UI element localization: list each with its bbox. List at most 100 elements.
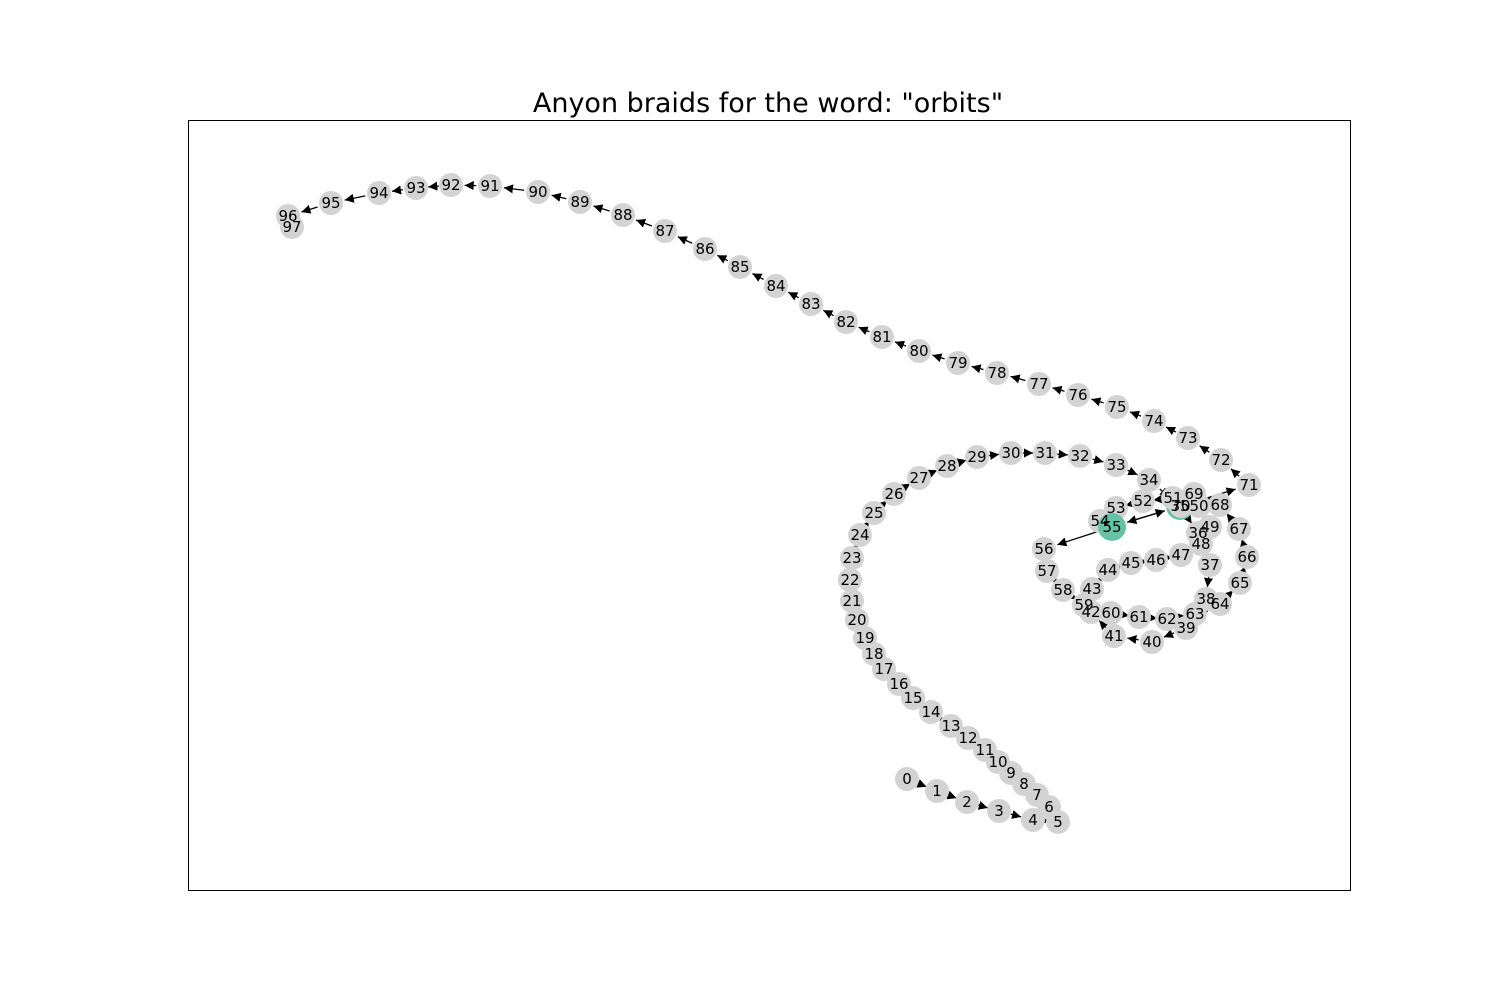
edge-31-32: [1057, 449, 1068, 459]
node-label-46: 46: [1146, 551, 1165, 569]
node-label-43: 43: [1082, 580, 1101, 598]
node-25: [862, 501, 886, 525]
node-label-69: 69: [1184, 485, 1203, 503]
node-22: [838, 568, 862, 592]
node-60: [1099, 601, 1123, 625]
edge-72-73: [1199, 445, 1210, 455]
node-label-72: 72: [1211, 451, 1230, 469]
node-label-86: 86: [695, 240, 714, 258]
edge-86-87: [677, 236, 693, 245]
node-label-63: 63: [1185, 605, 1204, 623]
edge-1-2: [946, 790, 957, 800]
node-label-48: 48: [1191, 535, 1210, 553]
edge-75-76: [1091, 397, 1104, 407]
node-label-55: 55: [1102, 518, 1121, 536]
node-label-13: 13: [941, 717, 960, 735]
node-30: [999, 441, 1023, 465]
node-label-9: 9: [1006, 764, 1016, 782]
node-label-30: 30: [1001, 444, 1020, 462]
node-97: [280, 215, 304, 239]
node-label-56: 56: [1034, 540, 1053, 558]
node-66: [1235, 545, 1259, 569]
edge-39-40: [1163, 629, 1175, 638]
node-label-70: 70: [1171, 497, 1190, 515]
node-label-35: 35: [1170, 497, 1189, 515]
node-21: [840, 589, 864, 613]
node-label-61: 61: [1129, 608, 1148, 626]
node-63: [1183, 602, 1207, 626]
node-label-47: 47: [1171, 546, 1190, 564]
edge-82-83: [822, 309, 835, 319]
edge-33-34: [1127, 466, 1138, 476]
node-label-34: 34: [1139, 471, 1158, 489]
node-11: [973, 738, 997, 762]
node-label-18: 18: [864, 645, 883, 663]
edge-3-4: [1010, 810, 1022, 819]
node-label-96: 96: [278, 207, 297, 225]
node-label-92: 92: [441, 176, 460, 194]
edge-2-3: [977, 801, 988, 810]
node-layer: 012 3 4 56789101112131415161718192021222324…: [276, 173, 1261, 834]
edge-88-89: [593, 204, 610, 214]
edge-81-82: [858, 326, 870, 335]
node-80: [907, 339, 931, 363]
node-95: [319, 191, 343, 215]
node-label-19: 19: [855, 629, 874, 647]
node-label-75: 75: [1107, 398, 1126, 416]
node-label-95: 95: [321, 194, 340, 212]
figure-title: Anyon braids for the word: "orbits": [533, 88, 1003, 119]
node-label-16: 16: [889, 675, 908, 693]
node-19: [853, 626, 877, 650]
edge-89-90: [551, 192, 567, 202]
node-label-83: 83: [801, 295, 820, 313]
edge-74-75: [1129, 410, 1142, 420]
node-label-26: 26: [884, 485, 903, 503]
node-label-12: 12: [958, 729, 977, 747]
node-label-31: 31: [1035, 444, 1054, 462]
edge-73-74: [1165, 426, 1177, 436]
node-72: [1209, 448, 1233, 472]
node-33: [1104, 453, 1128, 477]
node-label-62: 62: [1157, 610, 1176, 628]
node-label-94: 94: [369, 184, 388, 202]
node-label-20: 20: [847, 611, 866, 629]
node-73: [1176, 426, 1200, 450]
node-20: [845, 608, 869, 632]
node-label-29: 29: [967, 448, 986, 466]
node-label-44: 44: [1098, 561, 1117, 579]
node-85: [728, 255, 752, 279]
node-62: [1155, 607, 1179, 631]
node-49: [1198, 515, 1222, 539]
edge-95-96: [301, 204, 318, 214]
edge-41-42: [1098, 619, 1109, 631]
edge-37-38: [1203, 576, 1213, 588]
edge-83-84: [787, 291, 800, 301]
node-label-65: 65: [1230, 574, 1249, 592]
node-label-84: 84: [766, 277, 785, 295]
edge-79-80: [932, 353, 945, 363]
node-label-93: 93: [406, 179, 425, 197]
node-37: [1198, 553, 1222, 577]
node-label-64: 64: [1210, 595, 1229, 613]
node-83: [799, 292, 823, 316]
node-label-79: 79: [948, 354, 967, 372]
node-1: [925, 779, 949, 803]
edge-28-29: [956, 458, 967, 468]
node-84: [764, 274, 788, 298]
node-label-45: 45: [1121, 554, 1140, 572]
edge-85-86: [716, 254, 729, 264]
node-45: [1119, 551, 1143, 575]
node-87: [653, 219, 677, 243]
node-31: [1033, 441, 1057, 465]
node-label-85: 85: [730, 258, 749, 276]
node-61: [1127, 605, 1151, 629]
node-label-50: 50: [1189, 497, 1208, 515]
edge-67-68: [1226, 512, 1236, 524]
node-86: [693, 237, 717, 261]
node-label-10: 10: [988, 753, 1007, 771]
node-label-2: 2: [962, 793, 972, 811]
node-label-40: 40: [1142, 633, 1161, 651]
node-89: [568, 190, 592, 214]
node-68: [1208, 493, 1232, 517]
